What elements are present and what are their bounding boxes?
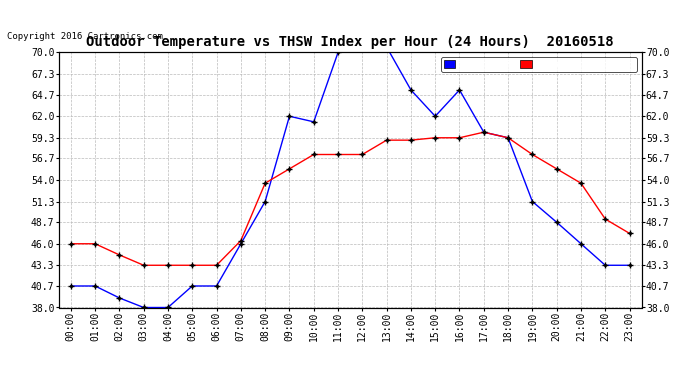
Title: Outdoor Temperature vs THSW Index per Hour (24 Hours)  20160518: Outdoor Temperature vs THSW Index per Ho… [86,34,614,48]
Text: Copyright 2016 Cartronics.com: Copyright 2016 Cartronics.com [7,32,163,41]
Legend: THSW  (°F), Temperature  (°F): THSW (°F), Temperature (°F) [442,57,637,72]
